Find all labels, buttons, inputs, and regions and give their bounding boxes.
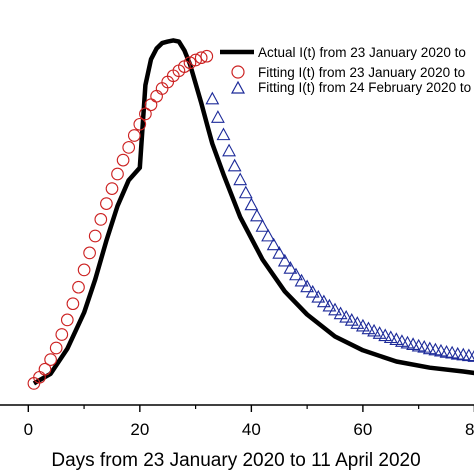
fit-feb-point	[234, 174, 246, 185]
fit-feb-point	[245, 199, 257, 210]
x-tick-label-40: 40	[242, 420, 261, 439]
fit-jan-point	[112, 168, 124, 180]
fit-feb-point	[257, 220, 269, 231]
fit-jan-point	[73, 281, 85, 293]
legend: Actual I(t) from 23 January 2020 to Fitt…	[220, 45, 471, 95]
x-tick-label-60: 60	[353, 420, 372, 439]
fit-jan-point	[78, 264, 90, 276]
x-tick-label-80: 80	[465, 420, 474, 439]
fit-jan-point	[56, 329, 68, 341]
fit-jan-point	[95, 214, 107, 226]
fit-jan-point	[84, 247, 96, 259]
fit-jan-point	[117, 154, 129, 166]
legend-label-actual: Actual I(t) from 23 January 2020 to	[258, 45, 466, 60]
fit-jan-point	[101, 198, 113, 210]
fit-jan-point	[129, 130, 141, 142]
fit-jan-point	[106, 183, 118, 195]
legend-label-fit-feb: Fitting I(t) from 24 February 2020 to	[258, 80, 471, 95]
fit-feb-point	[206, 93, 218, 104]
x-axis: 0 20 40 60 80	[0, 405, 474, 439]
fit-feb-point	[212, 111, 224, 122]
fit-jan-point	[50, 342, 62, 354]
fit-jan-point	[151, 90, 163, 102]
legend-swatch-fit-feb	[232, 82, 244, 93]
fit-feb-point	[240, 187, 252, 198]
fit-jan-point	[123, 142, 135, 154]
fit-jan-point	[62, 314, 74, 326]
fit-jan-point	[89, 230, 101, 242]
x-tick-label-20: 20	[130, 420, 149, 439]
fit-jan-point	[45, 354, 57, 366]
fit-feb-point	[223, 145, 235, 156]
fit-feb-point	[217, 129, 229, 140]
fit-jan-point	[67, 298, 79, 310]
x-axis-title: Days from 23 January 2020 to 11 April 20…	[51, 450, 420, 471]
legend-label-fit-jan: Fitting I(t) from 23 January 2020 to	[258, 65, 465, 80]
legend-swatch-fit-jan	[232, 66, 244, 78]
fit-jan-point	[145, 99, 157, 111]
fit-feb-point	[229, 160, 241, 171]
fit-feb-point	[468, 350, 474, 361]
fit-feb-point	[251, 210, 263, 221]
x-tick-label-0: 0	[24, 420, 33, 439]
